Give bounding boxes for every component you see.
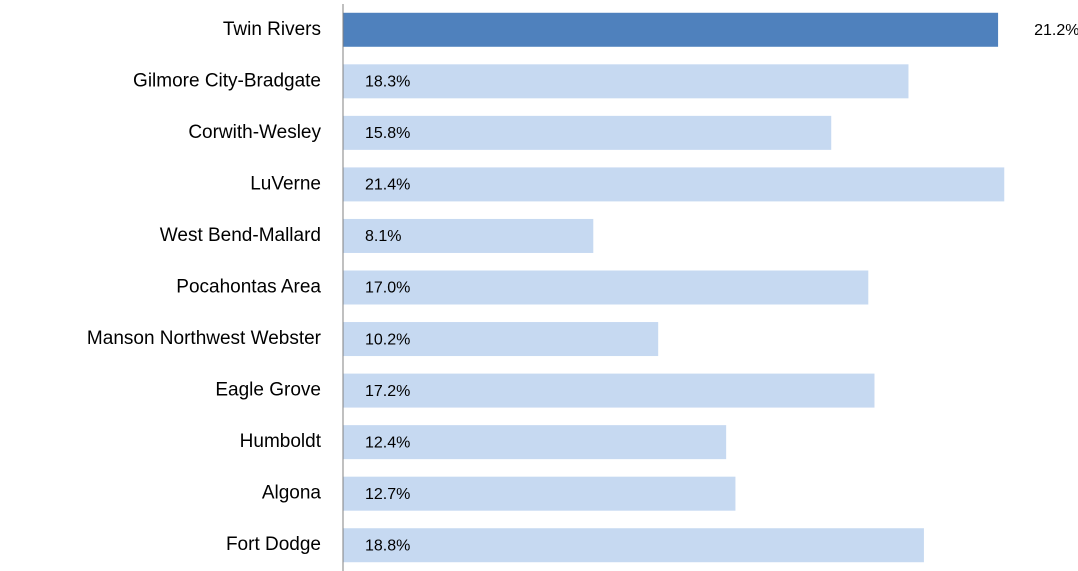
bar — [343, 373, 875, 408]
value-label: 18.8% — [365, 537, 410, 554]
category-label: Corwith-Wesley — [188, 122, 321, 143]
value-label: 21.4% — [365, 177, 410, 194]
bar — [343, 115, 832, 150]
category-label: Twin Rivers — [223, 19, 321, 40]
bar — [343, 476, 736, 511]
bar — [343, 425, 727, 460]
category-label: Gilmore City-Bradgate — [133, 70, 321, 91]
category-label: Eagle Grove — [215, 380, 321, 401]
value-label: 17.0% — [365, 280, 410, 297]
category-label: West Bend-Mallard — [160, 225, 321, 246]
bar — [343, 528, 924, 563]
bar — [343, 270, 869, 305]
category-label: Humboldt — [240, 431, 322, 452]
value-label: 8.1% — [365, 228, 401, 245]
category-label: Fort Dodge — [226, 534, 321, 555]
value-label: 17.2% — [365, 383, 410, 400]
value-label: 12.7% — [365, 486, 410, 503]
category-label: Pocahontas Area — [176, 277, 321, 298]
bar — [343, 167, 1005, 202]
value-label: 10.2% — [365, 331, 410, 348]
value-label: 12.4% — [365, 434, 410, 451]
value-label: 18.3% — [365, 74, 410, 91]
bar — [343, 322, 659, 357]
bar — [343, 12, 999, 47]
value-label: 15.8% — [365, 125, 410, 142]
category-label: Algona — [262, 483, 322, 504]
bar — [343, 218, 594, 253]
value-label: 21.2% — [1034, 22, 1078, 39]
category-label: Manson Northwest Webster — [87, 328, 322, 349]
bar — [343, 64, 909, 99]
category-label: LuVerne — [250, 173, 321, 194]
